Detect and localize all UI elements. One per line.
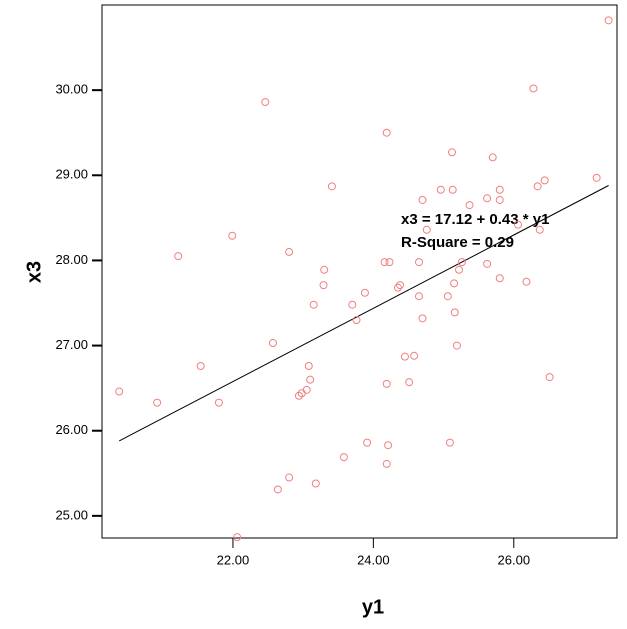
scatter-point bbox=[450, 308, 459, 317]
scatter-point bbox=[385, 258, 394, 267]
scatter-point bbox=[514, 220, 523, 229]
scatter-point bbox=[309, 300, 318, 309]
scatter-point bbox=[415, 258, 424, 267]
scatter-point bbox=[495, 185, 504, 194]
y-tick-label: 27.00 bbox=[55, 337, 88, 352]
scatter-point bbox=[604, 16, 613, 25]
scatter-point bbox=[285, 473, 294, 482]
scatter-point bbox=[488, 153, 497, 162]
scatter-point bbox=[319, 281, 328, 290]
scatter-point bbox=[465, 201, 474, 210]
scatter-point bbox=[214, 398, 223, 407]
scatter-point bbox=[294, 391, 303, 400]
scatter-point bbox=[495, 195, 504, 204]
scatter-point bbox=[400, 352, 409, 361]
annotation: R-Square = 0.29 bbox=[401, 234, 514, 251]
scatter-point bbox=[410, 351, 419, 360]
x-tick-label: 22.00 bbox=[217, 552, 250, 567]
scatter-point bbox=[363, 438, 372, 447]
scatter-point bbox=[320, 265, 329, 274]
scatter-point bbox=[457, 258, 466, 267]
scatter-point bbox=[448, 148, 457, 157]
y-axis-title: x3 bbox=[23, 261, 45, 283]
scatter-point bbox=[535, 225, 544, 234]
scatter-point bbox=[233, 533, 242, 542]
scatter-point bbox=[545, 373, 554, 382]
scatter-point bbox=[418, 195, 427, 204]
scatter-point bbox=[196, 362, 205, 371]
scatter-point bbox=[415, 292, 424, 301]
y-tick-label: 26.00 bbox=[55, 422, 88, 437]
scatter-point bbox=[348, 300, 357, 309]
scatter-point bbox=[273, 485, 282, 494]
scatter-point bbox=[352, 316, 361, 325]
scatter-point bbox=[522, 277, 531, 286]
scatter-point bbox=[115, 387, 124, 396]
scatter-point bbox=[592, 173, 601, 182]
scatter-point bbox=[445, 438, 454, 447]
scatter-point bbox=[306, 375, 315, 384]
scatter-point bbox=[452, 341, 461, 350]
fit-line bbox=[118, 185, 609, 442]
scatter-point bbox=[261, 98, 270, 107]
scatter-point bbox=[382, 128, 391, 137]
scatter-point bbox=[360, 288, 369, 297]
scatter-point bbox=[443, 292, 452, 301]
scatter-point bbox=[382, 459, 391, 468]
scatter-point bbox=[450, 279, 459, 288]
scatter-point bbox=[422, 225, 431, 234]
scatter-point bbox=[327, 182, 336, 191]
scatter-point bbox=[228, 231, 237, 240]
scatter-point bbox=[483, 259, 492, 268]
scatter-point bbox=[380, 258, 389, 267]
scatter-point bbox=[540, 176, 549, 185]
scatter-point bbox=[418, 314, 427, 323]
scatter-point bbox=[302, 385, 311, 394]
x-axis-title: y1 bbox=[362, 596, 384, 618]
y-tick-label: 29.00 bbox=[55, 167, 88, 182]
scatter-point bbox=[529, 84, 538, 93]
scatter-point bbox=[339, 453, 348, 462]
y-tick-label: 30.00 bbox=[55, 82, 88, 97]
scatter-point bbox=[405, 378, 414, 387]
scatter-point bbox=[533, 182, 542, 191]
scatter-point bbox=[483, 194, 492, 203]
scatter-point bbox=[455, 265, 464, 274]
scatter-point bbox=[311, 479, 320, 488]
scatter-point bbox=[174, 252, 183, 261]
scatter-point bbox=[495, 274, 504, 283]
scatter-point bbox=[268, 339, 277, 348]
scatter-point bbox=[384, 441, 393, 450]
y-tick-label: 28.00 bbox=[55, 252, 88, 267]
x-tick-label: 26.00 bbox=[498, 552, 531, 567]
y-tick-label: 25.00 bbox=[55, 507, 88, 522]
scatter-point bbox=[396, 281, 405, 290]
scatter-point bbox=[382, 379, 391, 388]
scatter-point bbox=[393, 283, 402, 292]
annotation: x3 = 17.12 + 0.43 * y1 bbox=[401, 211, 549, 228]
scatter-point bbox=[436, 185, 445, 194]
scatter-point bbox=[304, 362, 313, 371]
x-tick-label: 24.00 bbox=[357, 552, 390, 567]
plot-frame bbox=[101, 4, 618, 539]
scatter-point bbox=[448, 185, 457, 194]
scatter-point bbox=[153, 398, 162, 407]
scatter-point bbox=[285, 247, 294, 256]
